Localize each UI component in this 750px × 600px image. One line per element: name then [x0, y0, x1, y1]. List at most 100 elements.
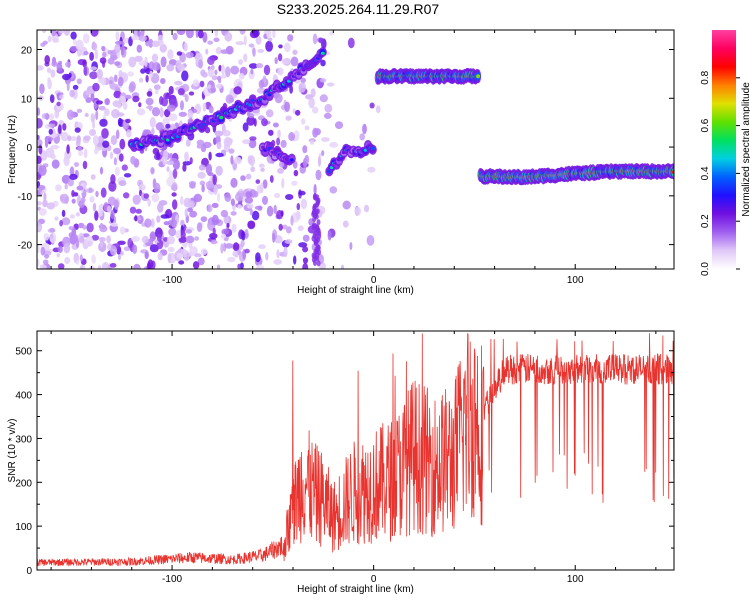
noise-speckle	[109, 151, 114, 160]
noise-speckle	[158, 40, 164, 47]
noise-speckle	[167, 246, 175, 253]
noise-speckle	[232, 242, 240, 252]
noise-speckle	[225, 94, 234, 104]
noise-speckle	[375, 105, 381, 114]
noise-speckle	[107, 57, 115, 65]
noise-speckle	[315, 224, 320, 231]
noise-speckle	[311, 252, 316, 259]
noise-speckle	[197, 257, 205, 266]
noise-speckle	[105, 98, 110, 106]
noise-speckle	[220, 49, 229, 54]
noise-speckle	[210, 65, 215, 70]
noise-speckle	[198, 59, 204, 69]
noise-speckle	[37, 225, 42, 230]
noise-speckle	[177, 63, 186, 72]
noise-speckle	[176, 51, 183, 56]
noise-speckle	[272, 122, 279, 128]
noise-speckle	[45, 112, 49, 121]
spectrogram-ylabel: Frequency (Hz)	[7, 115, 18, 184]
noise-speckle	[99, 166, 104, 175]
noise-speckle	[78, 150, 84, 157]
noise-speckle	[171, 192, 177, 197]
noise-speckle	[128, 56, 137, 68]
noise-speckle	[366, 235, 375, 246]
noise-speckle	[166, 236, 175, 245]
noise-speckle	[133, 263, 141, 269]
noise-speckle	[193, 193, 202, 203]
noise-speckle	[207, 56, 215, 66]
noise-speckle	[225, 66, 231, 78]
noise-speckle	[276, 137, 281, 146]
noise-speckle	[43, 233, 50, 241]
noise-speckle	[42, 199, 48, 208]
noise-speckle	[42, 40, 48, 45]
noise-speckle	[63, 155, 70, 167]
noise-speckle	[74, 127, 81, 133]
noise-speckle	[354, 206, 361, 216]
noise-speckle	[114, 61, 121, 66]
noise-speckle	[151, 193, 160, 203]
noise-speckle	[237, 204, 242, 210]
noise-speckle	[79, 235, 85, 244]
snr-series-line	[37, 333, 674, 567]
noise-speckle	[231, 223, 237, 233]
noise-speckle	[291, 180, 298, 186]
noise-speckle	[77, 146, 83, 151]
noise-speckle	[131, 35, 140, 41]
spectrogram-xtick-label: 100	[567, 275, 584, 286]
noise-speckle	[91, 254, 96, 264]
noise-speckle	[128, 36, 133, 47]
noise-speckle	[311, 224, 316, 230]
noise-speckle	[50, 144, 60, 150]
noise-speckle	[82, 59, 87, 68]
noise-speckle	[175, 230, 183, 239]
noise-speckle	[59, 94, 64, 99]
noise-speckle	[102, 51, 107, 58]
noise-speckle	[300, 77, 307, 84]
noise-speckle	[151, 107, 161, 117]
noise-speckle	[137, 30, 141, 37]
noise-speckle	[218, 78, 222, 83]
noise-speckle	[134, 55, 143, 63]
noise-speckle	[83, 135, 91, 141]
noise-speckle	[90, 30, 99, 37]
noise-speckle	[151, 127, 155, 136]
noise-speckle	[281, 178, 285, 189]
noise-speckle	[59, 220, 63, 227]
snr-xlabel: Height of straight line (km)	[297, 584, 414, 595]
noise-speckle	[89, 71, 98, 80]
noise-speckle	[201, 184, 205, 193]
noise-speckle	[113, 157, 117, 166]
noise-speckle	[76, 260, 80, 265]
noise-speckle	[133, 30, 138, 38]
noise-speckle	[278, 44, 283, 49]
noise-speckle	[153, 84, 161, 90]
noise-speckle	[116, 103, 122, 109]
noise-speckle	[233, 86, 242, 95]
noise-speckle	[257, 205, 263, 211]
noise-speckle	[106, 205, 112, 214]
noise-speckle	[274, 192, 281, 199]
noise-speckle	[313, 194, 318, 201]
noise-speckle	[86, 222, 94, 233]
noise-speckle	[95, 190, 99, 198]
noise-speckle	[49, 113, 54, 121]
noise-speckle	[256, 264, 265, 269]
noise-speckle	[110, 209, 115, 220]
noise-speckle	[180, 195, 184, 206]
noise-speckle	[292, 49, 298, 55]
noise-speckle	[342, 200, 351, 210]
noise-speckle	[194, 253, 202, 258]
noise-speckle	[283, 246, 288, 258]
noise-speckle	[313, 184, 317, 195]
noise-speckle	[110, 135, 118, 146]
noise-speckle	[281, 224, 288, 230]
noise-speckle	[183, 42, 188, 52]
noise-speckle	[156, 233, 162, 242]
noise-speckle	[238, 59, 244, 65]
noise-speckle	[97, 265, 102, 269]
noise-speckle	[108, 181, 117, 192]
spectrogram-noise	[37, 30, 381, 269]
noise-speckle	[211, 214, 219, 226]
noise-speckle	[98, 105, 106, 111]
